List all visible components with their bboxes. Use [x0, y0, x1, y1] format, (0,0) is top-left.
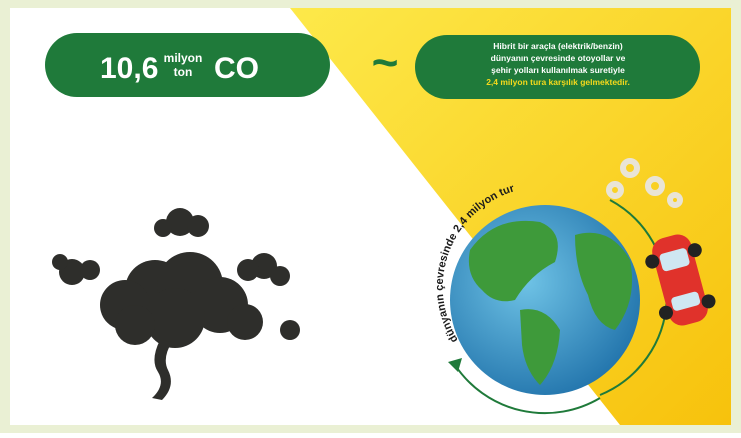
number: 10,6 [100, 52, 158, 85]
arrowhead [448, 358, 462, 372]
pill-line: şehir yolları kullanılmak suretiyle [491, 65, 625, 75]
pill-line: dünyanın çevresinde otoyollar ve [491, 53, 626, 63]
pill-line: Hibrit bir araçla (elektrik/benzin) [493, 41, 623, 51]
pill-highlight: 2,4 milyon tura karşılık gelmektedir. [486, 77, 630, 87]
exhaust-puffs [606, 158, 683, 208]
connector: ~ [372, 36, 399, 88]
right-pill [415, 35, 700, 99]
gas: CO [214, 52, 259, 85]
continents [468, 220, 633, 385]
unit-bottom: ton [174, 65, 193, 79]
car [645, 234, 716, 326]
left-pill [45, 33, 330, 97]
smoke-cloud [52, 208, 300, 400]
orbit-arrow [454, 364, 601, 415]
unit-top: milyon [164, 51, 203, 65]
